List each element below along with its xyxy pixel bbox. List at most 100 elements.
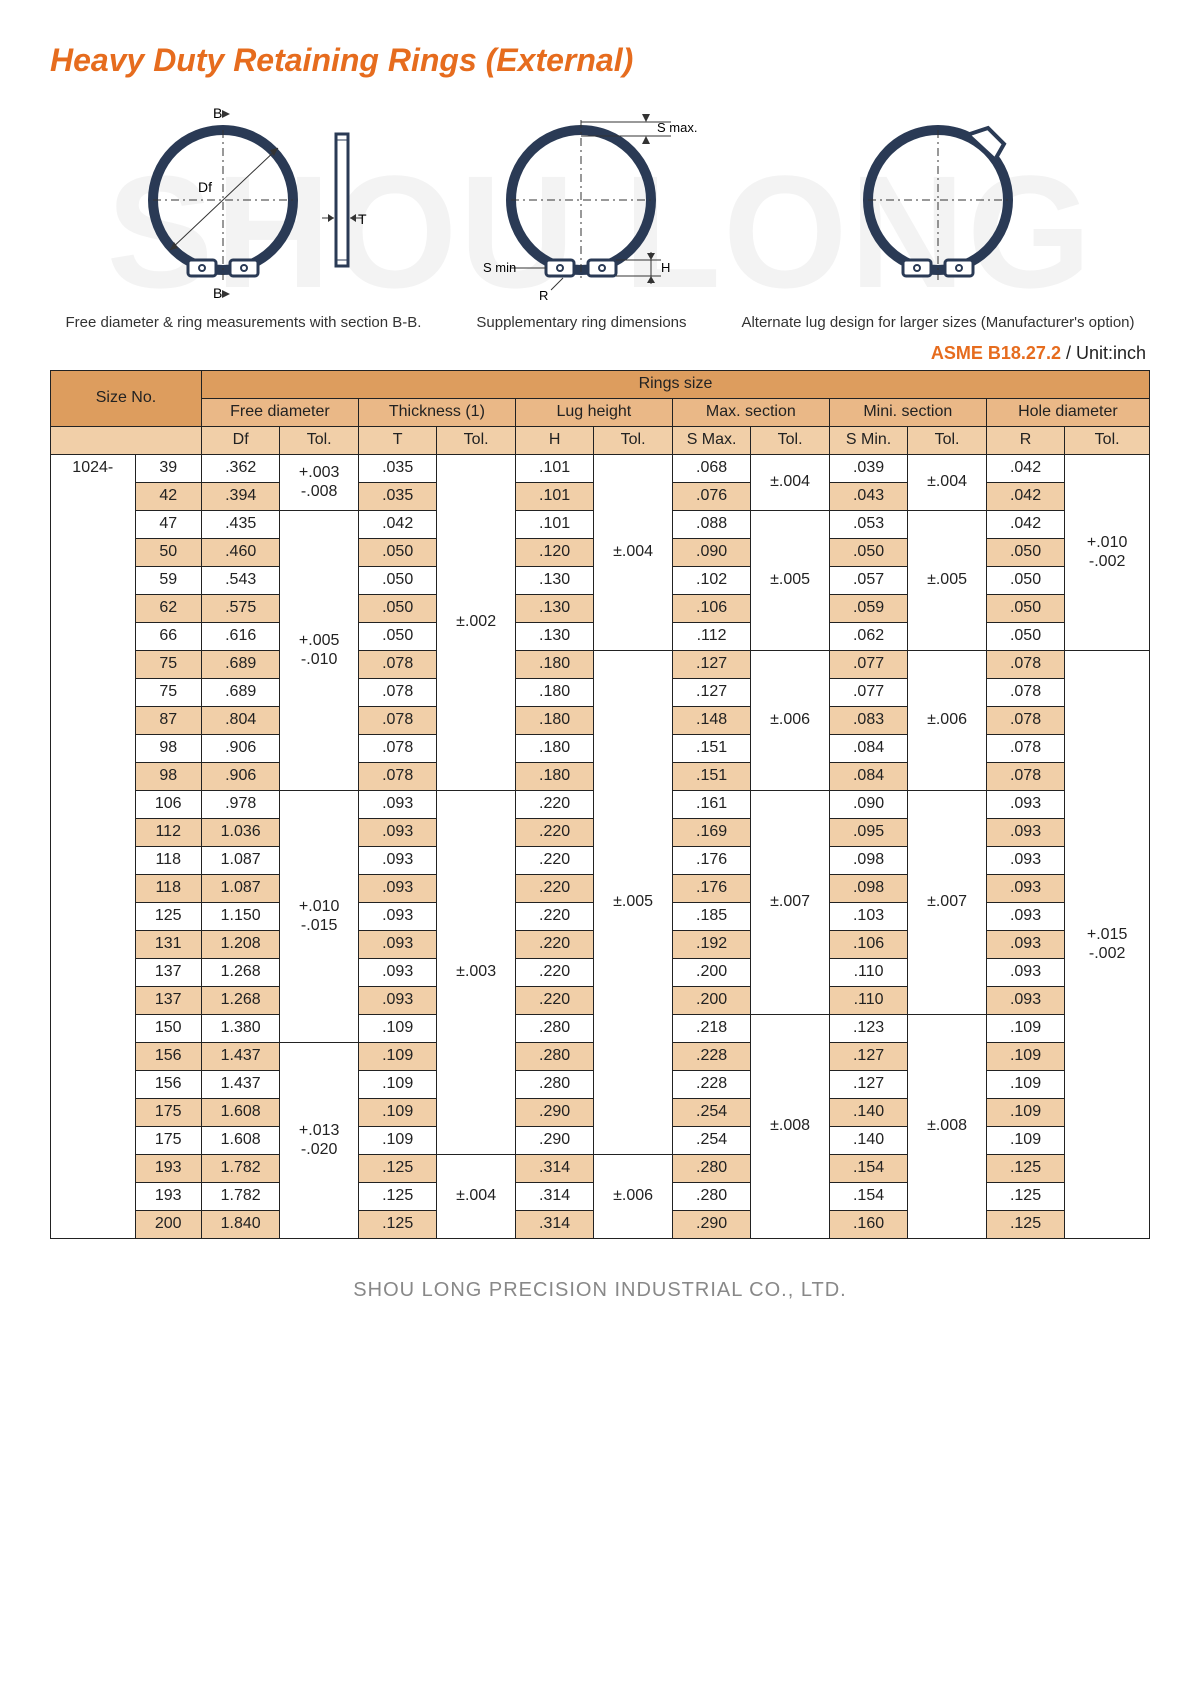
cell-smin: .098 (829, 874, 907, 902)
cell-tol-smax: ±.006 (751, 650, 829, 790)
cell-smin: .110 (829, 958, 907, 986)
cell-df: 1.087 (201, 846, 279, 874)
cell-smin: .160 (829, 1210, 907, 1238)
cell-h: .180 (515, 734, 593, 762)
cell-df: 1.268 (201, 986, 279, 1014)
cell-h: .290 (515, 1126, 593, 1154)
cell-smin: .154 (829, 1182, 907, 1210)
cell-smax: .076 (672, 482, 750, 510)
diagram-2: S max. S min R H Supplementary ring dime… (461, 100, 701, 333)
cell-smin: .110 (829, 986, 907, 1014)
cell-t: .050 (358, 566, 436, 594)
cell-size: 59 (135, 566, 201, 594)
cell-r: .078 (986, 678, 1064, 706)
cell-df: .394 (201, 482, 279, 510)
cell-r: .042 (986, 454, 1064, 482)
cell-smin: .140 (829, 1098, 907, 1126)
cell-smin: .127 (829, 1070, 907, 1098)
table-row: 75.689.078.180±.005.127±.006.077±.006.07… (51, 650, 1150, 678)
cell-smin: .050 (829, 538, 907, 566)
diagram-3: Alternate lug design for larger sizes (M… (741, 100, 1134, 333)
cell-smin: .106 (829, 930, 907, 958)
hdr-col: R (986, 426, 1064, 454)
cell-size: 98 (135, 734, 201, 762)
svg-text:Df: Df (198, 179, 212, 195)
cell-df: 1.608 (201, 1098, 279, 1126)
cell-h: .220 (515, 986, 593, 1014)
cell-smax: .176 (672, 846, 750, 874)
cell-t: .093 (358, 846, 436, 874)
cell-tol-r: +.015 -.002 (1065, 650, 1150, 1238)
hdr-col: T (358, 426, 436, 454)
diagram-3-caption: Alternate lug design for larger sizes (M… (741, 313, 1134, 333)
cell-smax: .090 (672, 538, 750, 566)
cell-smax: .068 (672, 454, 750, 482)
cell-h: .314 (515, 1182, 593, 1210)
cell-smax: .127 (672, 650, 750, 678)
cell-smin: .062 (829, 622, 907, 650)
cell-r: .109 (986, 1070, 1064, 1098)
cell-h: .180 (515, 706, 593, 734)
cell-size: 75 (135, 650, 201, 678)
page-title: Heavy Duty Retaining Rings (External) (50, 40, 1150, 80)
cell-h: .120 (515, 538, 593, 566)
svg-text:S max.: S max. (657, 120, 697, 135)
cell-size: 75 (135, 678, 201, 706)
cell-h: .101 (515, 510, 593, 538)
cell-size: 118 (135, 874, 201, 902)
cell-t: .050 (358, 538, 436, 566)
ring-diagram-2: S max. S min R H (461, 100, 701, 300)
cell-smin: .103 (829, 902, 907, 930)
cell-tol-df: +.003 -.008 (280, 454, 358, 510)
cell-size: 112 (135, 818, 201, 846)
svg-text:S min: S min (483, 260, 516, 275)
cell-df: 1.087 (201, 874, 279, 902)
cell-df: .616 (201, 622, 279, 650)
table-body: 1024-39.362+.003 -.008.035±.002.101±.004… (51, 454, 1150, 1238)
cell-smin: .127 (829, 1042, 907, 1070)
footer-company: SHOU LONG PRECISION INDUSTRIAL CO., LTD. (50, 1279, 1150, 1302)
cell-h: .220 (515, 874, 593, 902)
cell-size: 39 (135, 454, 201, 482)
cell-size: 125 (135, 902, 201, 930)
hdr-col: Tol. (908, 426, 986, 454)
cell-size: 47 (135, 510, 201, 538)
cell-size: 200 (135, 1210, 201, 1238)
cell-r: .078 (986, 762, 1064, 790)
cell-size: 50 (135, 538, 201, 566)
svg-text:B: B (213, 285, 222, 300)
cell-h: .314 (515, 1154, 593, 1182)
cell-t: .109 (358, 1014, 436, 1042)
cell-size: 131 (135, 930, 201, 958)
cell-h: .290 (515, 1098, 593, 1126)
cell-tol-smax: ±.005 (751, 510, 829, 650)
cell-h: .220 (515, 930, 593, 958)
cell-r: .093 (986, 846, 1064, 874)
cell-smax: .106 (672, 594, 750, 622)
cell-h: .220 (515, 958, 593, 986)
table-row: 1024-39.362+.003 -.008.035±.002.101±.004… (51, 454, 1150, 482)
cell-tol-h: ±.005 (594, 650, 672, 1154)
cell-h: .314 (515, 1210, 593, 1238)
cell-r: .125 (986, 1210, 1064, 1238)
cell-tol-df: +.013 -.020 (280, 1042, 358, 1238)
cell-df: 1.208 (201, 930, 279, 958)
cell-t: .093 (358, 902, 436, 930)
cell-r: .050 (986, 594, 1064, 622)
cell-df: .543 (201, 566, 279, 594)
cell-h: .280 (515, 1014, 593, 1042)
cell-tol-t: ±.004 (437, 1154, 515, 1238)
cell-h: .220 (515, 846, 593, 874)
cell-r: .042 (986, 482, 1064, 510)
cell-size: 156 (135, 1042, 201, 1070)
diagram-1-caption: Free diameter & ring measurements with s… (65, 313, 421, 333)
cell-h: .130 (515, 566, 593, 594)
cell-df: 1.268 (201, 958, 279, 986)
cell-smax: .228 (672, 1042, 750, 1070)
cell-h: .180 (515, 650, 593, 678)
cell-t: .078 (358, 650, 436, 678)
ring-diagram-1: Df B B T (108, 100, 378, 300)
cell-r: .050 (986, 622, 1064, 650)
hdr-col: Tol. (751, 426, 829, 454)
cell-r: .093 (986, 958, 1064, 986)
